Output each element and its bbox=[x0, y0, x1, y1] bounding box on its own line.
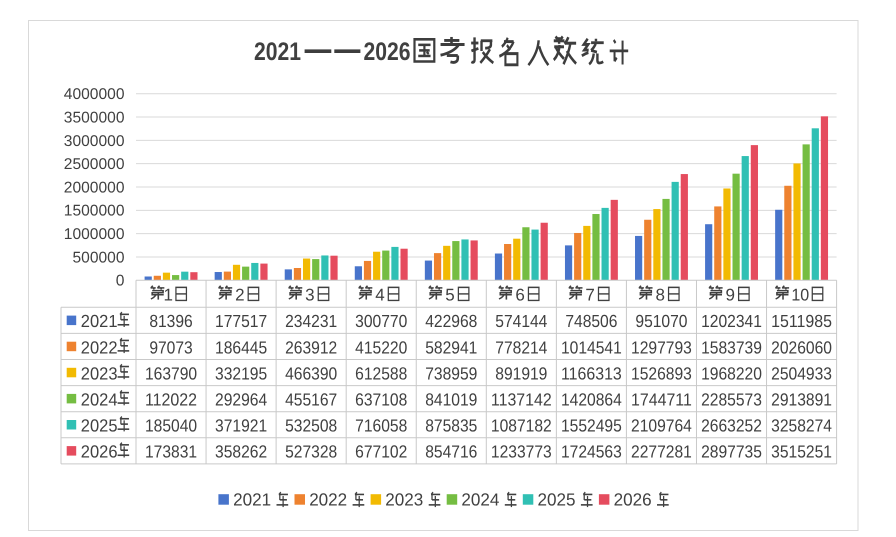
svg-text:2109764: 2109764 bbox=[631, 416, 692, 436]
svg-text:1420864: 1420864 bbox=[561, 389, 622, 409]
svg-text:2000000: 2000000 bbox=[64, 179, 125, 196]
svg-text:173831: 173831 bbox=[145, 442, 197, 462]
svg-text:4: 4 bbox=[375, 286, 384, 305]
svg-text:875835: 875835 bbox=[425, 416, 477, 436]
svg-text:716058: 716058 bbox=[355, 416, 407, 436]
svg-text:6: 6 bbox=[515, 286, 524, 305]
svg-text:5: 5 bbox=[445, 286, 454, 305]
svg-text:3500000: 3500000 bbox=[64, 109, 125, 126]
svg-text:1297793: 1297793 bbox=[631, 337, 692, 357]
svg-text:2023: 2023 bbox=[81, 363, 118, 383]
svg-text:371921: 371921 bbox=[215, 416, 267, 436]
svg-text:612588: 612588 bbox=[355, 363, 407, 383]
svg-text:1166313: 1166313 bbox=[561, 363, 622, 383]
svg-text:3515251: 3515251 bbox=[771, 442, 832, 462]
svg-text:2023: 2023 bbox=[385, 489, 423, 509]
svg-text:637108: 637108 bbox=[355, 389, 407, 409]
svg-text:2500000: 2500000 bbox=[64, 156, 125, 173]
svg-text:112022: 112022 bbox=[145, 389, 197, 409]
svg-text:2021: 2021 bbox=[233, 489, 271, 509]
svg-text:97073: 97073 bbox=[149, 337, 192, 357]
svg-text:1583739: 1583739 bbox=[701, 337, 762, 357]
svg-text:2021: 2021 bbox=[254, 38, 301, 66]
svg-text:422968: 422968 bbox=[425, 311, 477, 331]
svg-text:1552495: 1552495 bbox=[561, 416, 622, 436]
svg-text:2277281: 2277281 bbox=[631, 442, 692, 462]
svg-text:3258274: 3258274 bbox=[771, 416, 832, 436]
svg-text:2025: 2025 bbox=[538, 489, 576, 509]
svg-text:1202341: 1202341 bbox=[701, 311, 762, 331]
svg-text:1000000: 1000000 bbox=[64, 226, 125, 243]
svg-text:4000000: 4000000 bbox=[64, 86, 125, 103]
svg-text:2: 2 bbox=[235, 286, 244, 305]
svg-text:748506: 748506 bbox=[565, 311, 617, 331]
svg-text:2024: 2024 bbox=[81, 389, 118, 409]
svg-text:163790: 163790 bbox=[145, 363, 197, 383]
svg-text:2025: 2025 bbox=[81, 416, 118, 436]
svg-text:234231: 234231 bbox=[285, 311, 337, 331]
svg-text:2285573: 2285573 bbox=[701, 389, 762, 409]
svg-text:81396: 81396 bbox=[149, 311, 192, 331]
svg-text:2504933: 2504933 bbox=[771, 363, 832, 383]
svg-text:332195: 332195 bbox=[215, 363, 267, 383]
svg-text:574144: 574144 bbox=[495, 311, 547, 331]
svg-text:841019: 841019 bbox=[425, 389, 477, 409]
svg-text:1724563: 1724563 bbox=[561, 442, 622, 462]
svg-text:2026: 2026 bbox=[81, 442, 118, 462]
svg-text:778214: 778214 bbox=[495, 337, 547, 357]
svg-text:582941: 582941 bbox=[425, 337, 477, 357]
svg-text:738959: 738959 bbox=[425, 363, 477, 383]
svg-text:1500000: 1500000 bbox=[64, 203, 125, 220]
svg-text:1511985: 1511985 bbox=[771, 311, 832, 331]
svg-text:466390: 466390 bbox=[285, 363, 337, 383]
svg-text:185040: 185040 bbox=[145, 416, 197, 436]
svg-text:500000: 500000 bbox=[73, 249, 125, 266]
svg-text:3000000: 3000000 bbox=[64, 133, 125, 150]
svg-text:527328: 527328 bbox=[285, 442, 337, 462]
svg-text:854716: 854716 bbox=[425, 442, 477, 462]
svg-text:891919: 891919 bbox=[495, 363, 547, 383]
svg-text:300770: 300770 bbox=[355, 311, 407, 331]
svg-text:177517: 177517 bbox=[215, 311, 267, 331]
svg-text:2026: 2026 bbox=[614, 489, 652, 509]
svg-text:0: 0 bbox=[116, 273, 125, 290]
svg-text:2021: 2021 bbox=[81, 311, 118, 331]
svg-text:1087182: 1087182 bbox=[491, 416, 552, 436]
svg-text:7: 7 bbox=[585, 286, 594, 305]
svg-text:2024: 2024 bbox=[461, 489, 499, 509]
svg-text:358262: 358262 bbox=[215, 442, 267, 462]
svg-text:3: 3 bbox=[305, 286, 314, 305]
svg-text:2897735: 2897735 bbox=[701, 442, 762, 462]
svg-text:9: 9 bbox=[726, 286, 735, 305]
svg-text:292964: 292964 bbox=[215, 389, 267, 409]
svg-text:2026: 2026 bbox=[364, 38, 411, 66]
svg-text:2663252: 2663252 bbox=[701, 416, 762, 436]
svg-text:1233773: 1233773 bbox=[491, 442, 552, 462]
svg-text:1014541: 1014541 bbox=[561, 337, 622, 357]
svg-text:2022: 2022 bbox=[81, 337, 118, 357]
svg-text:1744711: 1744711 bbox=[631, 389, 692, 409]
svg-text:8: 8 bbox=[655, 286, 664, 305]
svg-text:1526893: 1526893 bbox=[631, 363, 692, 383]
svg-text:455167: 455167 bbox=[285, 389, 337, 409]
svg-text:415220: 415220 bbox=[355, 337, 407, 357]
svg-text:2026060: 2026060 bbox=[771, 337, 832, 357]
svg-text:532508: 532508 bbox=[285, 416, 337, 436]
svg-text:1137142: 1137142 bbox=[491, 389, 552, 409]
svg-text:10: 10 bbox=[791, 286, 809, 305]
svg-text:263912: 263912 bbox=[285, 337, 337, 357]
svg-text:677102: 677102 bbox=[355, 442, 407, 462]
svg-text:1968220: 1968220 bbox=[701, 363, 762, 383]
svg-text:951070: 951070 bbox=[635, 311, 687, 331]
svg-text:1: 1 bbox=[163, 286, 172, 305]
svg-text:2022: 2022 bbox=[309, 489, 347, 509]
svg-text:2913891: 2913891 bbox=[771, 389, 832, 409]
svg-text:186445: 186445 bbox=[215, 337, 267, 357]
